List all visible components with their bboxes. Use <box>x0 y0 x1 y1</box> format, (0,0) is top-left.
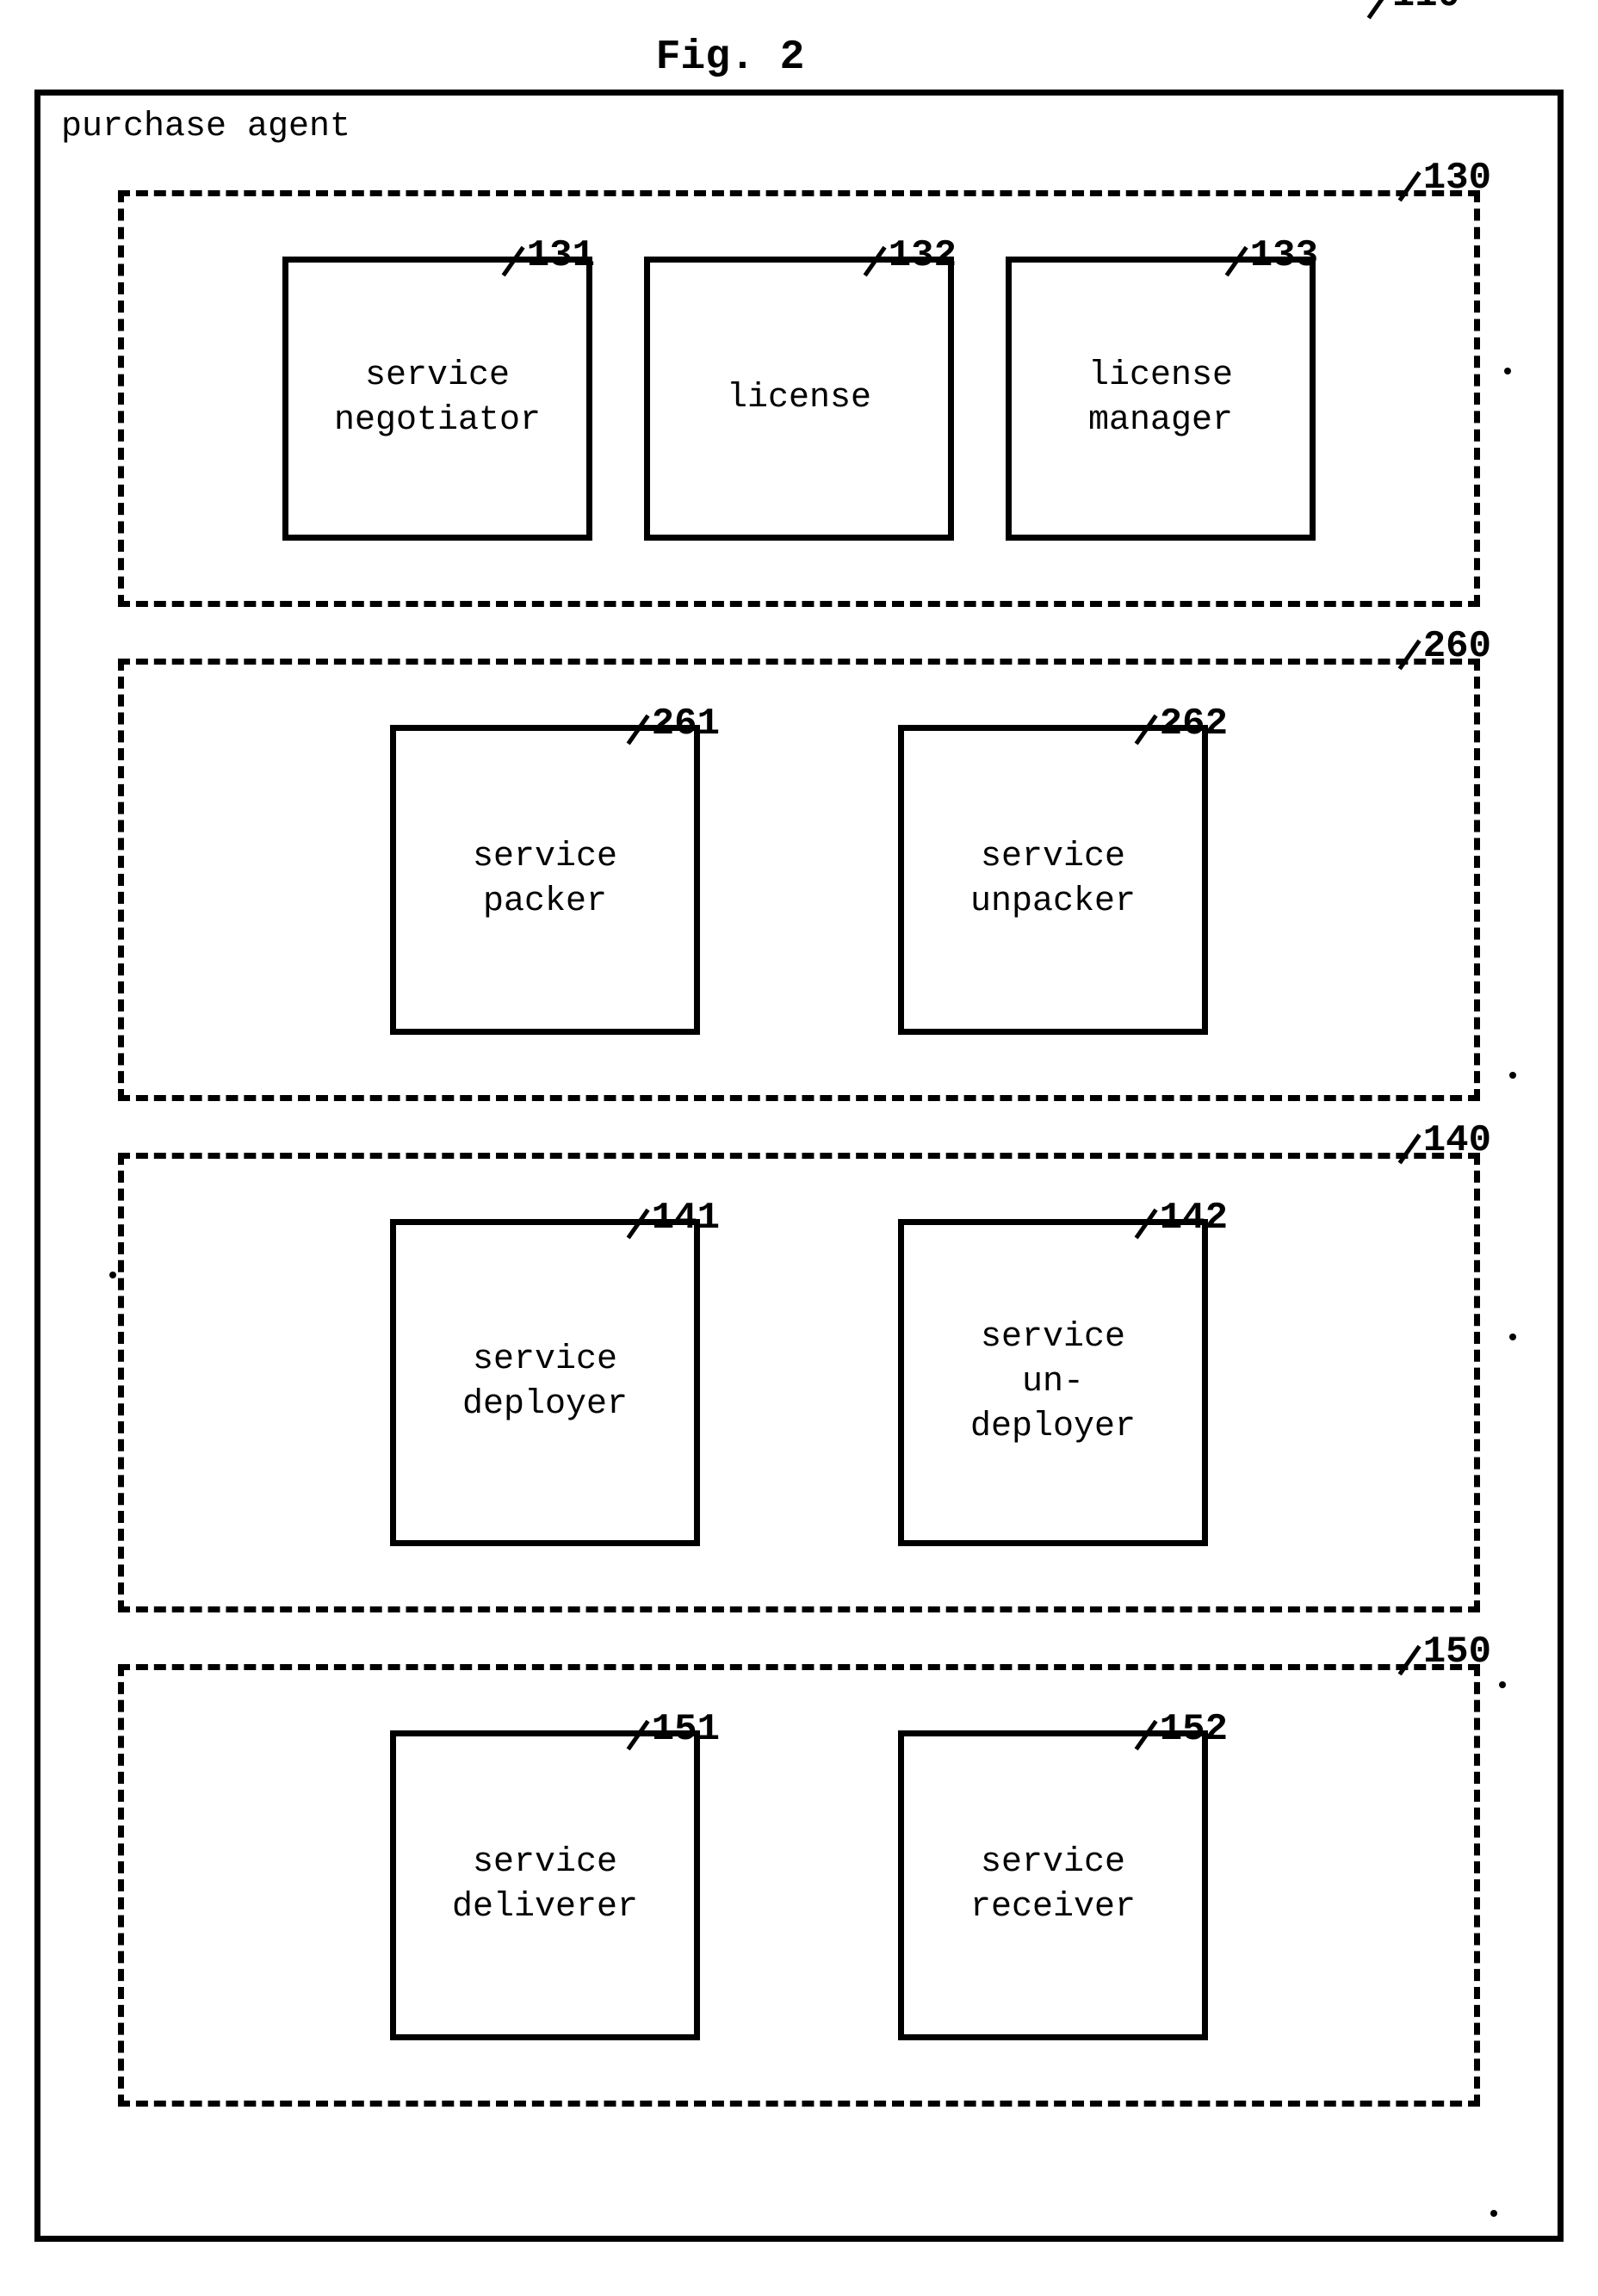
component-label-line: service <box>981 1841 1125 1885</box>
component-label-line: deployer <box>462 1383 628 1427</box>
component-141: 141servicedeployer <box>390 1219 700 1546</box>
artifact-dot <box>109 1272 116 1278</box>
component-ref-142: 142 <box>1160 1194 1228 1243</box>
component-ref-132: 132 <box>889 232 957 281</box>
component-152: 152servicereceiver <box>898 1730 1208 2040</box>
group-150: 150151servicedeliverer152servicereceiver <box>118 1664 1480 2107</box>
component-142: 142serviceun-deployer <box>898 1219 1208 1546</box>
group-130: 130131servicenegotiator132license133lice… <box>118 190 1480 607</box>
artifact-dot <box>1509 1334 1516 1340</box>
component-132: 132license <box>644 257 954 541</box>
component-ref-141: 141 <box>652 1194 720 1243</box>
component-label-line: manager <box>1088 399 1233 443</box>
group-ref-150: 150 <box>1423 1631 1491 1674</box>
component-label-line: deliverer <box>452 1885 638 1930</box>
group-ref-130: 130 <box>1423 157 1491 200</box>
figure-title: Fig. 2 <box>0 34 1495 81</box>
component-label-line: unpacker <box>970 880 1136 925</box>
component-ref-152: 152 <box>1160 1705 1228 1754</box>
component-label-line: deployer <box>970 1405 1136 1450</box>
component-133: 133licensemanager <box>1006 257 1316 541</box>
outer-box-label: purchase agent <box>61 108 350 146</box>
group-140: 140141servicedeployer142serviceun-deploy… <box>118 1153 1480 1612</box>
group-ref-140: 140 <box>1423 1119 1491 1162</box>
artifact-dot <box>1509 1072 1516 1079</box>
component-label-line: receiver <box>970 1885 1136 1930</box>
component-ref-151: 151 <box>652 1705 720 1754</box>
component-151: 151servicedeliverer <box>390 1730 700 2040</box>
outer-ref: 110 <box>1392 0 1460 17</box>
component-label-line: negotiator <box>334 399 541 443</box>
component-ref-261: 261 <box>652 700 720 749</box>
artifact-dot <box>1499 1681 1506 1688</box>
component-ref-133: 133 <box>1250 232 1318 281</box>
figure-container: Fig. 2 110 purchase agent 130131servicen… <box>34 34 1564 2242</box>
component-ref-262: 262 <box>1160 700 1228 749</box>
component-label-line: service <box>981 1315 1125 1360</box>
component-label-line: license <box>1088 354 1233 399</box>
component-label-line: service <box>473 835 617 880</box>
component-261: 261servicepacker <box>390 725 700 1035</box>
outer-ref-number: 110 <box>1392 0 1460 17</box>
component-label-line: service <box>365 354 510 399</box>
component-ref-131: 131 <box>527 232 595 281</box>
component-label-line: license <box>727 376 871 421</box>
artifact-dot <box>1504 368 1511 374</box>
component-262: 262serviceunpacker <box>898 725 1208 1035</box>
outer-box: purchase agent 130131servicenegotiator13… <box>34 90 1564 2242</box>
component-131: 131servicenegotiator <box>282 257 592 541</box>
component-label-line: service <box>473 1338 617 1383</box>
component-label-line: packer <box>483 880 607 925</box>
group-ref-260: 260 <box>1423 625 1491 668</box>
artifact-dot <box>1490 2210 1497 2217</box>
component-label-line: service <box>473 1841 617 1885</box>
group-260: 260261servicepacker262serviceunpacker <box>118 659 1480 1101</box>
component-label-line: service <box>981 835 1125 880</box>
component-label-line: un- <box>1022 1360 1084 1405</box>
